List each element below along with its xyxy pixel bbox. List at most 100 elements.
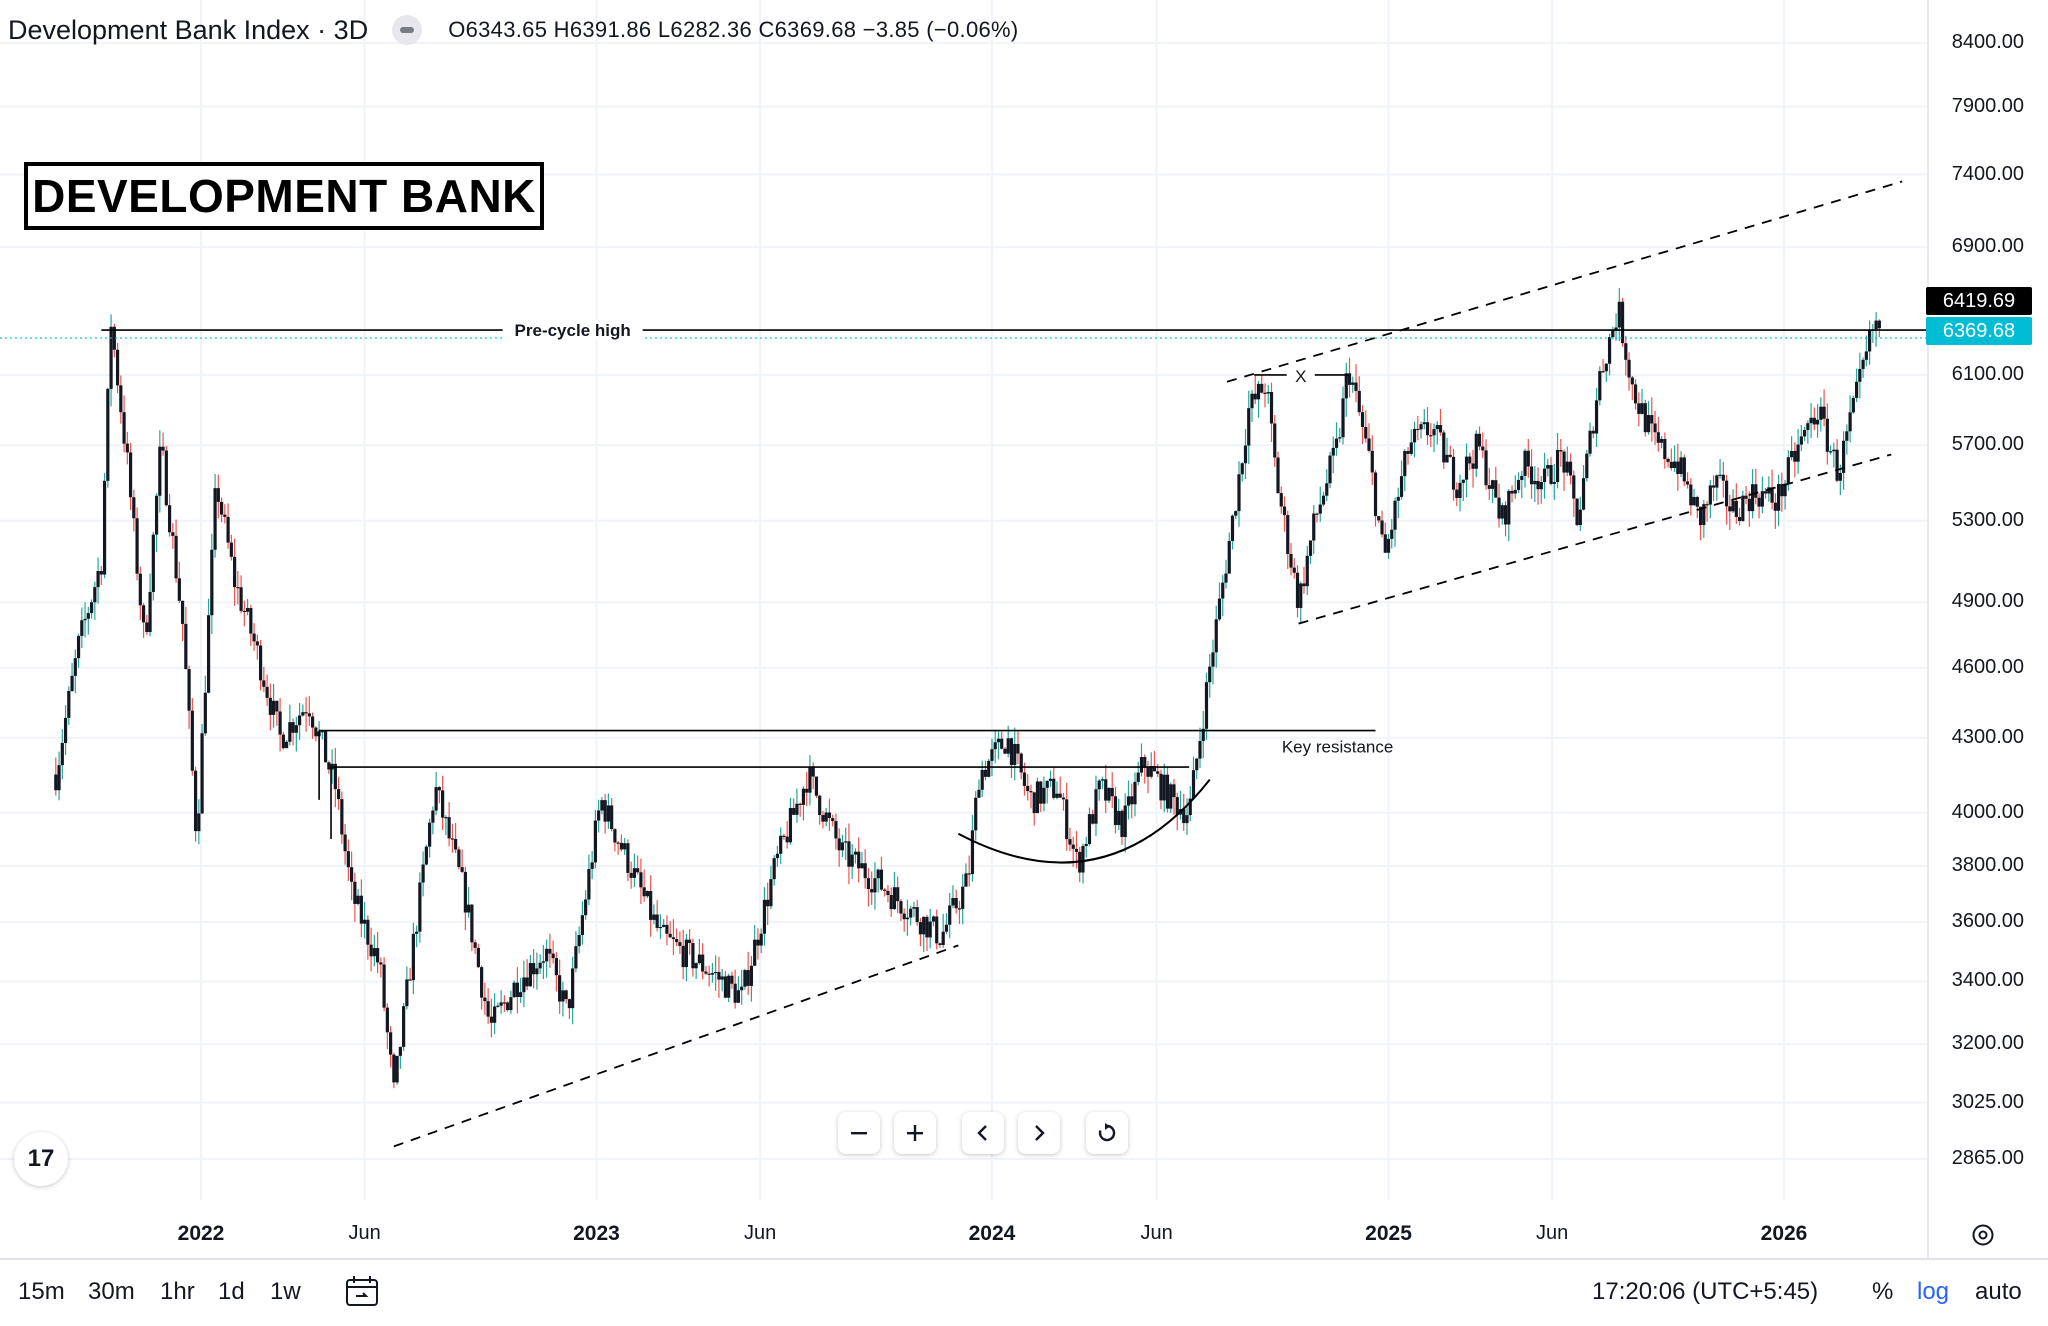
candle-body [506, 1002, 510, 1011]
date-range-calendar-icon[interactable] [344, 1274, 380, 1308]
candle-body [148, 591, 152, 632]
collapse-indicator-icon[interactable] [392, 15, 423, 45]
candle-body [1364, 426, 1368, 439]
candle-body [1429, 435, 1433, 437]
timeframe-button[interactable]: 1hr [160, 1278, 195, 1305]
candle-body [1042, 787, 1046, 804]
candle-body [1292, 567, 1296, 573]
timeframe-button[interactable]: 1w [270, 1278, 301, 1305]
candle-body [154, 495, 159, 535]
candle-body [538, 962, 542, 969]
candle-body [1139, 757, 1144, 773]
timeframe-button[interactable]: 30m [88, 1278, 135, 1305]
reset-icon [1098, 1123, 1116, 1142]
timeframe-button[interactable]: 1d [218, 1278, 245, 1305]
candle-body [1744, 495, 1748, 499]
candle-body [580, 915, 584, 936]
candle-body [892, 887, 897, 910]
candle-body [489, 1016, 493, 1023]
candle-body [1559, 449, 1563, 452]
candle-body [1575, 498, 1579, 526]
candle-body [775, 853, 780, 859]
candle-body [320, 731, 324, 733]
candle-body [109, 326, 113, 389]
cup-arc [957, 778, 1211, 864]
pre-cycle-high-label: Pre-cycle high [515, 321, 631, 340]
candle-body [980, 769, 984, 790]
candle-body [301, 712, 305, 716]
reset-chart-button[interactable] [1086, 1112, 1128, 1154]
candle-body [193, 770, 198, 832]
candle-body [1819, 406, 1823, 420]
candle-body [1546, 465, 1550, 469]
price-tick-label: 5300.00 [1951, 508, 2024, 531]
candle-body [1838, 472, 1842, 481]
candle-body [1490, 480, 1495, 489]
scroll-right-button[interactable] [1018, 1112, 1060, 1154]
candle-body [480, 967, 484, 998]
candle-body [704, 971, 708, 974]
candle-body [730, 975, 734, 984]
candle-body [1627, 359, 1631, 378]
chevron-left-icon [977, 1125, 987, 1141]
tradingview-logo-icon[interactable]: 17 [14, 1132, 68, 1186]
candle-body [125, 443, 129, 453]
candle-body [294, 725, 298, 733]
candle-body [493, 1006, 497, 1023]
chart-canvas[interactable]: Pre-cycle high Key resistance X [0, 0, 2048, 1258]
candle-body [398, 1046, 402, 1056]
time-tick-label: Jun [1140, 1222, 1173, 1244]
percent-scale-toggle[interactable]: % [1872, 1278, 1894, 1305]
zoom-in-button[interactable] [894, 1112, 936, 1154]
clock-readout[interactable]: 17:20:06 (UTC+5:45) [1592, 1278, 1819, 1305]
chart-settings-gear-icon[interactable] [1970, 1222, 1996, 1248]
candle-body [1422, 422, 1426, 425]
candle-body [623, 843, 627, 850]
candle-body [1039, 781, 1043, 804]
scroll-left-button[interactable] [962, 1112, 1004, 1154]
candle-body [798, 803, 802, 805]
zoom-out-button[interactable] [838, 1112, 880, 1154]
candle-body [184, 623, 188, 670]
price-tick-label: 7900.00 [1951, 94, 2024, 117]
candle-body [278, 711, 282, 735]
candle-body [1666, 459, 1670, 462]
candle-body [548, 948, 552, 954]
candle-body [1159, 773, 1163, 801]
candle-body [460, 867, 464, 872]
candle-body [291, 722, 295, 733]
candle-body [1516, 479, 1521, 490]
candle-body [135, 518, 139, 574]
candle-body [1123, 805, 1127, 837]
price-tick-label: 6900.00 [1951, 235, 2024, 258]
candle-body [1572, 475, 1576, 499]
candle-body [174, 535, 178, 579]
candle-body [1399, 476, 1404, 497]
candle-body [850, 854, 854, 867]
timeframe-button[interactable]: 15m [18, 1278, 65, 1305]
candle-body [1295, 572, 1300, 608]
candle-body [558, 975, 562, 1002]
candle-body [1133, 781, 1137, 805]
candle-body [1711, 485, 1716, 488]
auto-scale-toggle[interactable]: auto [1975, 1278, 2022, 1305]
candle-body [554, 958, 558, 976]
candle-body [857, 851, 861, 869]
candle-body [1845, 431, 1849, 441]
candle-body [483, 997, 487, 1002]
symbol-title[interactable]: Development Bank Index · 3D [8, 14, 369, 45]
candle-body [707, 973, 711, 975]
candle-body [639, 872, 643, 888]
candle-body [1497, 497, 1501, 519]
log-scale-toggle[interactable]: log [1917, 1278, 1950, 1305]
candle-body [1247, 408, 1251, 446]
candle-body [684, 939, 689, 968]
candle-body [450, 838, 454, 840]
chart-header: Development Bank Index · 3D O6343.65 H63… [8, 12, 1019, 48]
candle-body [1357, 390, 1361, 413]
candle-body [1682, 457, 1686, 482]
candle-body [1055, 793, 1059, 798]
candle-body [102, 480, 107, 575]
candle-body [115, 349, 120, 386]
candle-body [515, 982, 519, 998]
